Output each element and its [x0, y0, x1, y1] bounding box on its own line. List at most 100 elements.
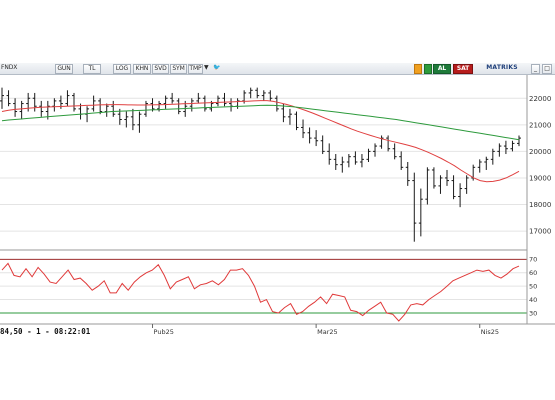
ohlc-bar: [451, 175, 456, 200]
gun-button[interactable]: GUN: [55, 64, 73, 74]
ohlc-bar: [517, 135, 521, 147]
chart-toolbar: FNDX GUN TL LOG KHN SVD SYM TMP ▼ 🐦 AL S…: [0, 63, 555, 75]
buy-button[interactable]: AL: [433, 64, 451, 74]
price-panel: 17000 18000 19000 20000 21000 22000: [0, 87, 551, 242]
time-axis: Pub25Mar25Nis25May25: [152, 324, 499, 336]
ohlc-bar: [124, 111, 129, 128]
dropdown-arrow-icon[interactable]: ▼: [204, 64, 209, 71]
chart-area: 17000 18000 19000 20000 21000 22000 30 40 50 60 7…: [0, 75, 555, 338]
sym-button[interactable]: SYM: [170, 64, 187, 74]
price-axis: 17000 18000 19000 20000 21000 22000: [529, 95, 551, 236]
ohlc-bar: [510, 140, 515, 152]
ohlc-bar: [0, 87, 4, 109]
rsi-tick-label: 40: [529, 296, 537, 304]
ohlc-bar: [425, 167, 430, 205]
rsi-tick-label: 30: [529, 309, 537, 317]
ohlc-bar: [71, 92, 76, 112]
ohlc-bar: [340, 156, 345, 173]
ohlc-bar: [137, 111, 142, 133]
ohlc-bar: [445, 169, 450, 186]
ohlc-bar: [477, 159, 482, 173]
ohlc-bar: [464, 175, 469, 194]
ohlc-bar: [431, 167, 436, 189]
ohlc-bar: [65, 90, 70, 107]
tmp-button[interactable]: TMP: [188, 64, 203, 74]
ohlc-bar: [196, 92, 201, 104]
matriks-logo: MATRIKS: [486, 64, 518, 71]
ohlc-bar: [39, 100, 44, 117]
ohlc-bar: [13, 98, 18, 117]
rsi-line: [1, 262, 520, 322]
twitter-icon[interactable]: 🐦: [213, 64, 221, 71]
price-tick-label: 18000: [529, 201, 551, 209]
price-tick-label: 17000: [529, 228, 551, 236]
chart-window: FNDX GUN TL LOG KHN SVD SYM TMP ▼ 🐦 AL S…: [0, 63, 555, 338]
ohlc-bar: [314, 130, 319, 147]
svd-button[interactable]: SVD: [152, 64, 169, 74]
rsi-tick-label: 60: [529, 269, 537, 277]
ohlc-bar: [261, 90, 266, 101]
ohlc-bar: [353, 151, 358, 165]
ohlc-bar: [379, 135, 384, 149]
ohlc-bar: [163, 95, 168, 109]
ohlc-bar: [333, 154, 338, 170]
ohlc-bar: [412, 172, 417, 242]
price-tick-label: 20000: [529, 148, 551, 156]
ohlc-bar: [52, 98, 57, 112]
log-button[interactable]: LOG: [113, 64, 131, 74]
ohlc-bar: [294, 111, 299, 131]
ohlc-bar: [32, 92, 37, 112]
ohlc-bar: [458, 183, 463, 208]
ohlc-bar: [301, 119, 306, 139]
ohlc-bar: [268, 90, 273, 101]
ohlc-bar: [359, 154, 364, 168]
tl-button[interactable]: TL: [83, 64, 101, 74]
status-readout: 84,50 - 1 - 08:22:01: [0, 327, 91, 336]
chart-background: [0, 75, 555, 338]
ohlc-bar: [320, 135, 325, 155]
ohlc-bar: [418, 188, 423, 237]
ma-slow-line: [1, 104, 520, 141]
rsi-tick-label: 70: [529, 256, 537, 264]
ohlc-bar: [405, 162, 410, 186]
ohlc-bar: [274, 95, 279, 112]
ohlc-bar: [255, 87, 260, 99]
date-tick-label: Nis25: [481, 328, 499, 336]
ohlc-bar: [281, 103, 286, 123]
date-tick-label: Pub25: [154, 328, 174, 336]
ohlc-bar: [373, 143, 378, 157]
symbol-label[interactable]: FNDX: [1, 64, 18, 71]
price-tick-label: 19000: [529, 174, 551, 182]
ohlc-bar: [438, 175, 443, 194]
rsi-panel: 30 40 50 60 70: [0, 256, 537, 322]
ohlc-bar: [497, 143, 502, 157]
ohlc-bar: [327, 143, 332, 165]
rsi-tick-label: 50: [529, 282, 537, 290]
ohlc-bar: [366, 148, 371, 162]
ohlc-bar: [130, 108, 135, 131]
ohlc-bar: [170, 92, 175, 104]
ohlc-bar: [111, 100, 116, 117]
ohlc-bar: [490, 148, 495, 165]
ohlc-bar: [91, 95, 96, 112]
ohlc-bar: [98, 98, 103, 115]
ohlc-bar: [19, 100, 24, 120]
minimize-icon[interactable]: _: [531, 64, 540, 74]
ma-fast-line: [1, 100, 520, 183]
price-tick-label: 22000: [529, 95, 551, 103]
ohlc-bar: [399, 151, 404, 170]
status-icon[interactable]: [424, 64, 432, 74]
khn-button[interactable]: KHN: [133, 64, 151, 74]
ohlc-bar: [484, 156, 489, 170]
ohlc-bar: [307, 127, 312, 144]
sell-button[interactable]: SAT: [453, 64, 473, 74]
ohlc-bar: [176, 98, 181, 115]
ohlc-bar: [386, 135, 391, 152]
ohlc-bar: [222, 92, 227, 107]
lock-icon[interactable]: [414, 64, 422, 74]
maximize-icon[interactable]: □: [542, 64, 552, 74]
ohlc-bar: [392, 143, 397, 160]
ohlc-bar: [346, 154, 351, 168]
ohlc-bar: [202, 95, 207, 112]
ohlc-bar: [215, 95, 220, 107]
